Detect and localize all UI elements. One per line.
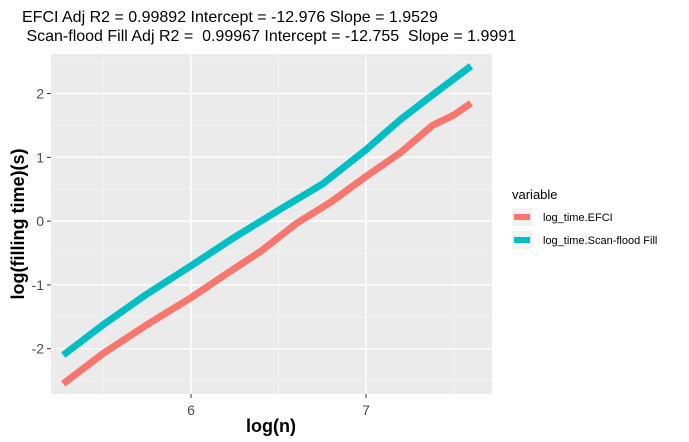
legend: variable log_time.EFCI log_time.Scan-floo…: [512, 187, 657, 249]
major-gridlines: [51, 54, 492, 394]
y-tick-label: -2: [32, 341, 45, 357]
y-tick-label: 0: [36, 213, 44, 229]
series-layer: [61, 63, 474, 387]
series-line-2: [61, 63, 474, 358]
y-tick-label: 2: [36, 86, 44, 102]
series-line-1: [61, 100, 473, 387]
chart-subtitle: Scan-flood Fill Adj R2 = 0.99967 Interce…: [22, 28, 516, 45]
x-tick-label: 7: [362, 402, 370, 418]
y-axis-title: log(filling time)(s): [8, 149, 28, 300]
y-axis: -2 -1 0 1 2: [32, 86, 51, 357]
y-tick-label: 1: [36, 149, 44, 165]
minor-gridlines: [51, 54, 492, 394]
legend-title: variable: [512, 187, 558, 202]
legend-label-1: log_time.EFCI: [543, 212, 613, 224]
x-axis-title: log(n): [246, 416, 296, 436]
x-tick-label: 6: [187, 402, 195, 418]
y-tick-label: -1: [32, 277, 45, 293]
chart-title: EFCI Adj R2 = 0.99892 Intercept = -12.97…: [22, 9, 438, 26]
legend-label-2: log_time.Scan-flood Fill: [543, 235, 657, 247]
